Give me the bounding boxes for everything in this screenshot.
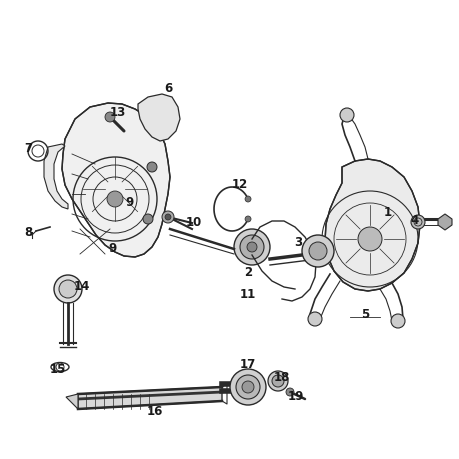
Circle shape bbox=[308, 312, 321, 326]
Circle shape bbox=[410, 216, 424, 230]
Circle shape bbox=[285, 388, 293, 396]
Circle shape bbox=[245, 217, 251, 223]
Text: 11: 11 bbox=[239, 288, 256, 301]
Circle shape bbox=[390, 314, 404, 328]
Circle shape bbox=[308, 242, 326, 260]
Circle shape bbox=[268, 371, 287, 391]
Polygon shape bbox=[325, 160, 419, 291]
Text: 12: 12 bbox=[231, 178, 247, 191]
Circle shape bbox=[59, 280, 77, 298]
Polygon shape bbox=[44, 145, 68, 210]
Text: 13: 13 bbox=[110, 105, 126, 118]
Text: 2: 2 bbox=[243, 265, 252, 278]
Text: 16: 16 bbox=[146, 405, 163, 418]
Polygon shape bbox=[78, 387, 222, 409]
Circle shape bbox=[147, 162, 157, 173]
Circle shape bbox=[162, 212, 174, 224]
Text: 17: 17 bbox=[239, 358, 256, 371]
Circle shape bbox=[246, 242, 257, 252]
Circle shape bbox=[245, 196, 251, 202]
Text: 7: 7 bbox=[24, 141, 32, 154]
Circle shape bbox=[240, 235, 263, 259]
Circle shape bbox=[107, 191, 123, 207]
Text: 9: 9 bbox=[126, 195, 134, 208]
Text: 15: 15 bbox=[50, 363, 66, 375]
Circle shape bbox=[234, 230, 269, 265]
Circle shape bbox=[165, 214, 171, 220]
Text: 8: 8 bbox=[24, 225, 32, 238]
Text: 6: 6 bbox=[163, 81, 172, 94]
Text: 1: 1 bbox=[383, 205, 391, 218]
Text: 10: 10 bbox=[185, 215, 202, 228]
Text: 19: 19 bbox=[287, 390, 303, 403]
Circle shape bbox=[235, 375, 259, 399]
Text: 4: 4 bbox=[410, 213, 418, 226]
Text: 9: 9 bbox=[108, 241, 116, 254]
Circle shape bbox=[143, 214, 153, 224]
Circle shape bbox=[54, 275, 82, 303]
Circle shape bbox=[105, 113, 115, 123]
Text: 5: 5 bbox=[360, 308, 368, 321]
Text: 14: 14 bbox=[73, 280, 90, 293]
Polygon shape bbox=[437, 214, 451, 230]
Text: 18: 18 bbox=[273, 371, 290, 384]
Text: 3: 3 bbox=[293, 235, 302, 248]
Circle shape bbox=[339, 109, 353, 123]
Circle shape bbox=[271, 375, 283, 387]
Circle shape bbox=[230, 369, 265, 405]
Circle shape bbox=[241, 381, 253, 393]
Polygon shape bbox=[138, 95, 179, 142]
Polygon shape bbox=[62, 104, 170, 257]
Circle shape bbox=[357, 228, 381, 252]
Polygon shape bbox=[66, 394, 78, 409]
Circle shape bbox=[302, 235, 333, 268]
